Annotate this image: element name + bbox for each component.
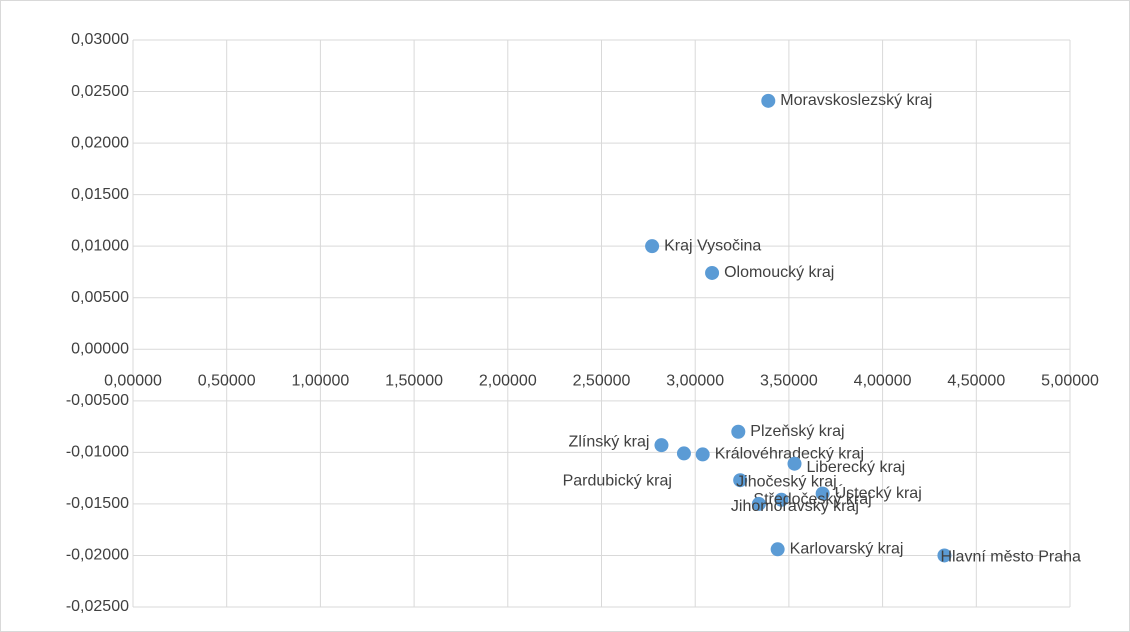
point xyxy=(645,239,660,254)
point xyxy=(774,492,789,507)
data-label: Jihočeský kraj xyxy=(736,473,836,490)
data-label: Liberecký kraj xyxy=(807,459,906,476)
y-tick-label: -0,01000 xyxy=(66,444,129,461)
data-label: Plzeňský kraj xyxy=(750,423,844,440)
y-tick-label: 0,00500 xyxy=(71,289,129,306)
y-tick-label: -0,01500 xyxy=(66,495,129,512)
x-tick-label: 4,50000 xyxy=(947,372,1005,389)
point xyxy=(815,486,830,501)
x-tick-label: 1,00000 xyxy=(291,372,349,389)
point xyxy=(705,265,720,280)
point xyxy=(733,473,748,488)
x-tick-label: 5,00000 xyxy=(1041,372,1099,389)
y-tick-label: 0,02500 xyxy=(71,83,129,100)
y-tick-label: 0,00000 xyxy=(71,340,129,357)
point xyxy=(751,496,766,511)
y-tick-label: 0,03000 xyxy=(71,31,129,48)
point xyxy=(770,542,785,557)
point xyxy=(731,424,746,439)
point xyxy=(654,438,669,453)
y-tick-label: 0,02000 xyxy=(71,134,129,151)
point xyxy=(761,93,776,108)
point xyxy=(695,447,710,462)
data-label: Pardubický kraj xyxy=(563,473,672,490)
y-tick-label: -0,02000 xyxy=(66,547,129,564)
point xyxy=(937,548,952,563)
x-tick-label: 2,00000 xyxy=(479,372,537,389)
y-tick-label: 0,01500 xyxy=(71,186,129,203)
data-label: Zlínský kraj xyxy=(569,433,650,450)
y-tick-label: -0,00500 xyxy=(66,392,129,409)
data-label: Kraj Vysočina xyxy=(664,237,761,254)
data-label: Ústecký kraj xyxy=(835,483,922,502)
x-tick-label: 4,00000 xyxy=(854,372,912,389)
data-label: Královéhradecký kraj xyxy=(715,446,864,463)
x-tick-label: 0,00000 xyxy=(104,372,162,389)
point xyxy=(787,456,802,471)
data-label: Olomoucký kraj xyxy=(724,264,834,281)
data-label: Hlavní město Praha xyxy=(940,549,1081,566)
x-tick-label: 3,00000 xyxy=(666,372,724,389)
y-tick-label: 0,01000 xyxy=(71,237,129,254)
x-tick-label: 1,50000 xyxy=(385,372,443,389)
y-tick-label: -0,02500 xyxy=(66,598,129,615)
data-label: Karlovarský kraj xyxy=(790,540,904,557)
x-tick-label: 3,50000 xyxy=(760,372,818,389)
data-label: Středočeský kraj xyxy=(753,491,871,508)
point xyxy=(676,446,691,461)
data-label: Jihomoravský kraj xyxy=(731,498,859,515)
x-tick-label: 0,50000 xyxy=(198,372,256,389)
x-tick-label: 2,50000 xyxy=(573,372,631,389)
data-label: Moravskoslezský kraj xyxy=(780,92,932,109)
